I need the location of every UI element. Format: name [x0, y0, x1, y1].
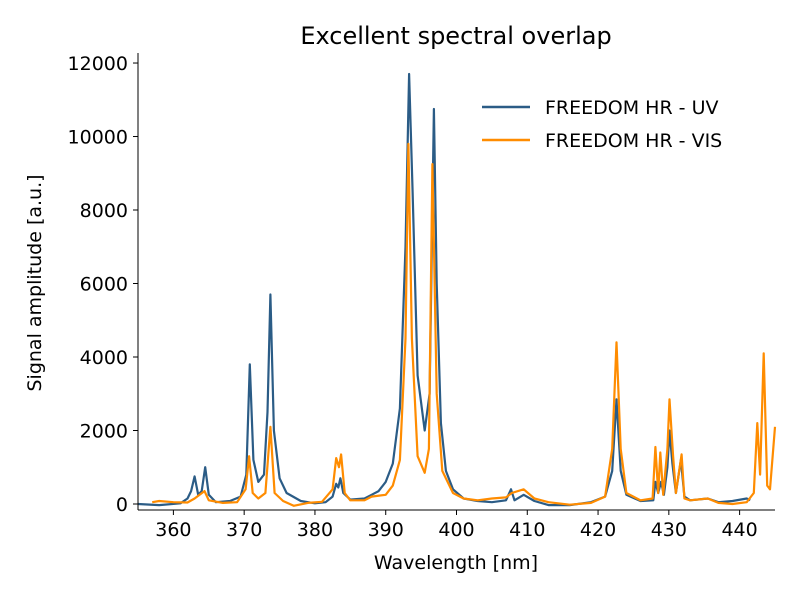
x-tick-label: 380: [297, 519, 333, 541]
x-tick-label: 390: [368, 519, 404, 541]
y-tick-label: 10000: [68, 127, 128, 149]
x-ticks: 360 370 380 390 400 410 420 430 440: [155, 510, 758, 541]
x-tick-label: 360: [155, 519, 191, 541]
x-tick-label: 410: [509, 519, 545, 541]
legend-label-uv: FREEDOM HR - UV: [545, 97, 719, 119]
x-tick-label: 370: [226, 519, 262, 541]
legend-label-vis: FREEDOM HR - VIS: [545, 130, 722, 152]
y-tick-label: 0: [116, 494, 128, 516]
y-tick-label: 2000: [80, 420, 128, 442]
legend: FREEDOM HR - UV FREEDOM HR - VIS: [482, 97, 722, 152]
y-ticks: 0 2000 4000 6000 8000 10000 12000: [68, 53, 138, 516]
y-axis-label: Signal amplitude [a.u.]: [24, 174, 46, 391]
y-tick-label: 8000: [80, 200, 128, 222]
x-tick-label: 400: [438, 519, 474, 541]
chart-title: Excellent spectral overlap: [300, 22, 611, 50]
series-line-vis: [152, 142, 777, 507]
y-tick-label: 12000: [68, 53, 128, 75]
y-tick-label: 6000: [80, 274, 128, 296]
x-tick-label: 440: [721, 519, 757, 541]
x-axis-label: Wavelength [nm]: [374, 552, 538, 574]
series-layer: [137, 72, 777, 507]
y-tick-label: 4000: [80, 347, 128, 369]
x-tick-label: 430: [651, 519, 687, 541]
x-tick-label: 420: [580, 519, 616, 541]
